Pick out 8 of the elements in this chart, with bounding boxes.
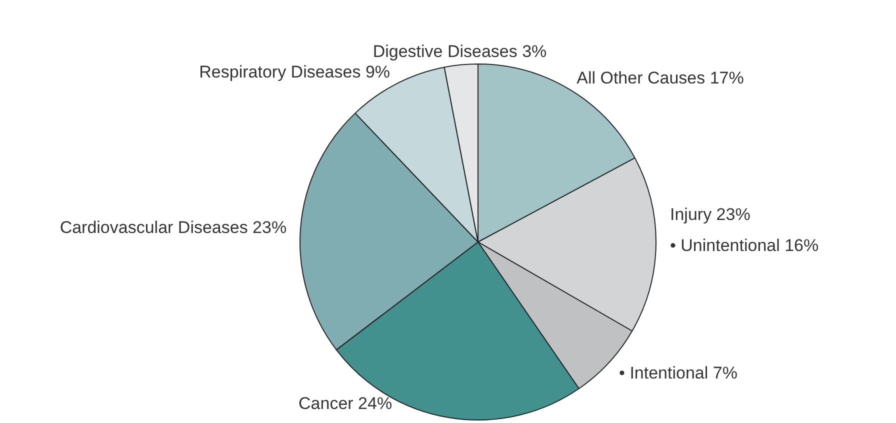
text: Injury 23%	[670, 205, 750, 224]
slice-label: Cardiovascular Diseases 23%	[60, 218, 287, 237]
slice-label: • Unintentional 16%	[670, 236, 819, 256]
slice-label: Digestive Diseases 3%	[372, 42, 547, 61]
slice-label: All Other Causes 17%	[576, 68, 744, 88]
slice-label: Cancer 24%	[298, 394, 392, 413]
slice-label: Respiratory Diseases 9%	[199, 62, 390, 82]
slice-label: • Intentional 7%	[619, 363, 738, 382]
